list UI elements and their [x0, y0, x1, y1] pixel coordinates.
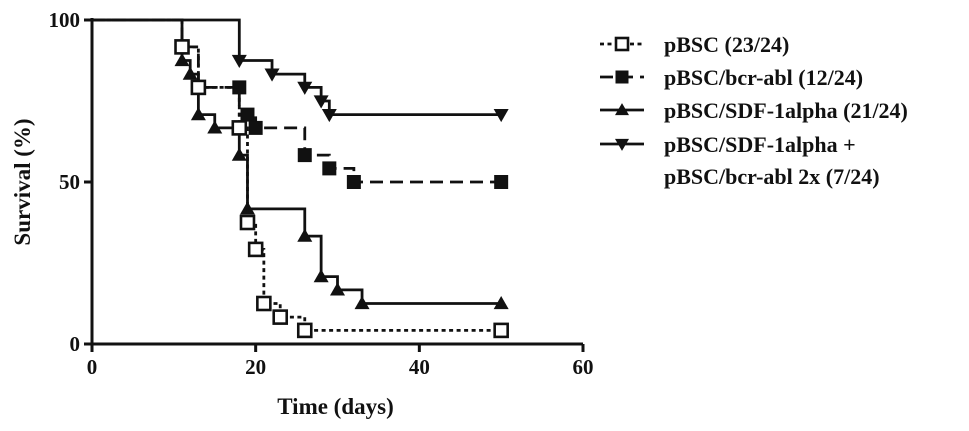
data-point	[296, 322, 313, 339]
series-3	[92, 18, 509, 310]
data-point	[240, 107, 255, 122]
legend-label: pBSC/SDF-1alpha (21/24)	[664, 98, 908, 123]
data-point	[297, 228, 313, 242]
legend-label: pBSC/SDF-1alpha +	[664, 132, 856, 157]
axes: 0 20 40 60 0 50 100	[49, 8, 594, 379]
y-axis-title: Survival (%)	[10, 118, 35, 245]
x-tick-label: 60	[573, 355, 594, 379]
data-point	[182, 66, 198, 80]
data-point	[615, 103, 629, 116]
legend-label: pBSC/bcr-abl (12/24)	[664, 65, 863, 90]
data-point	[207, 120, 223, 134]
data-point	[297, 81, 313, 95]
legend-item-1: pBSC (23/24)	[600, 32, 789, 57]
data-point	[346, 175, 361, 189]
data-point	[264, 68, 280, 82]
data-point	[615, 70, 629, 84]
data-point	[239, 201, 255, 215]
data-point	[247, 241, 264, 258]
data-point	[248, 120, 263, 135]
x-axis-title: Time (days)	[277, 394, 394, 419]
data-point	[322, 161, 337, 176]
legend-label: pBSC/bcr-abl 2x (7/24)	[664, 164, 880, 189]
data-point	[313, 269, 329, 283]
y-tick-label: 50	[59, 170, 80, 194]
series-line	[92, 18, 502, 305]
data-point	[190, 79, 207, 96]
data-point	[494, 175, 509, 189]
data-point	[231, 120, 248, 136]
legend-item-3: pBSC/SDF-1alpha (21/24)	[600, 98, 908, 123]
series-line	[92, 18, 502, 117]
legend-item-2: pBSC/bcr-abl (12/24)	[600, 65, 863, 90]
legend-item-4: pBSC/SDF-1alpha + pBSC/bcr-abl 2x (7/24)	[600, 132, 880, 189]
data-point	[330, 282, 345, 296]
data-point	[256, 295, 272, 312]
series-2	[92, 18, 509, 189]
series-layer	[92, 18, 509, 339]
data-point	[615, 138, 629, 151]
x-tick-label: 40	[409, 355, 430, 379]
series-line	[92, 18, 502, 184]
data-point	[239, 214, 256, 231]
series-1	[92, 18, 509, 339]
data-point	[297, 148, 312, 163]
data-point	[190, 107, 206, 121]
x-tick-label: 0	[87, 355, 98, 379]
data-point	[231, 147, 247, 161]
data-point	[231, 54, 247, 68]
data-point	[493, 296, 509, 310]
data-point	[313, 95, 329, 109]
series-line	[92, 18, 502, 332]
data-point	[354, 296, 370, 310]
data-point	[321, 109, 337, 123]
data-point	[174, 53, 190, 67]
legend: pBSC (23/24) pBSC/bcr-abl (12/24) pBSC/SDF…	[600, 32, 908, 189]
data-point	[614, 36, 630, 52]
data-point	[493, 109, 509, 123]
legend-label: pBSC (23/24)	[664, 32, 789, 57]
x-tick-label: 20	[245, 355, 266, 379]
y-tick-label: 0	[70, 332, 81, 356]
series-4	[92, 18, 509, 123]
data-point	[272, 309, 289, 325]
data-point	[174, 39, 190, 55]
data-point	[493, 322, 509, 339]
y-tick-label: 100	[49, 8, 81, 32]
